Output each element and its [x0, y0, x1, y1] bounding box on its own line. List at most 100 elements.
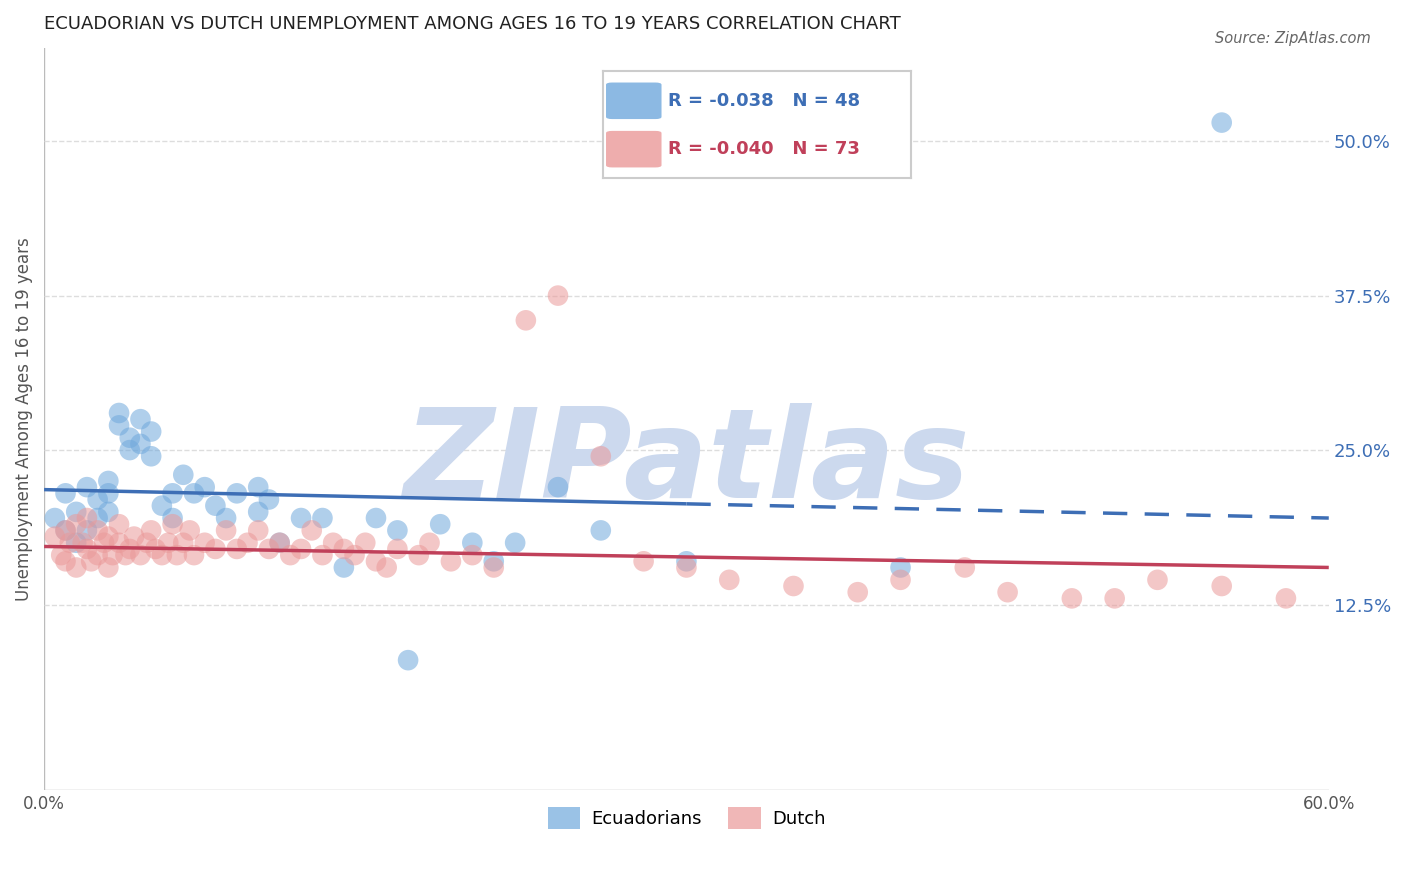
Point [204, 499, 226, 513]
Point [846, 585, 869, 599]
Point [311, 511, 333, 525]
Text: Source: ZipAtlas.com: Source: ZipAtlas.com [1215, 31, 1371, 46]
Point [1146, 573, 1168, 587]
Point [76, 480, 98, 494]
Point [172, 467, 194, 482]
Point [108, 535, 131, 549]
Point [343, 548, 366, 562]
Point [333, 541, 356, 556]
Point [589, 449, 612, 463]
Point [890, 573, 912, 587]
Text: ZIPatlas: ZIPatlas [404, 403, 970, 524]
Point [86, 492, 108, 507]
Point [461, 535, 484, 549]
Point [183, 486, 205, 500]
Point [141, 425, 163, 439]
Point [322, 535, 344, 549]
Point [108, 406, 131, 420]
Point [86, 524, 108, 538]
Point [675, 554, 697, 568]
Point [135, 535, 157, 549]
Point [108, 517, 131, 532]
Point [55, 554, 77, 568]
Point [141, 524, 163, 538]
Point [129, 548, 152, 562]
Point [461, 548, 484, 562]
Point [547, 288, 569, 302]
Point [718, 573, 741, 587]
Point [97, 560, 120, 574]
Point [515, 313, 537, 327]
Point [183, 548, 205, 562]
Point [1211, 115, 1233, 129]
Point [215, 511, 238, 525]
Point [122, 530, 145, 544]
Point [301, 524, 323, 538]
Point [247, 480, 270, 494]
Point [72, 535, 94, 549]
Text: ECUADORIAN VS DUTCH UNEMPLOYMENT AMONG AGES 16 TO 19 YEARS CORRELATION CHART: ECUADORIAN VS DUTCH UNEMPLOYMENT AMONG A… [44, 15, 901, 33]
Legend: Ecuadorians, Dutch: Ecuadorians, Dutch [540, 800, 832, 837]
Point [364, 554, 387, 568]
Point [1211, 579, 1233, 593]
Point [247, 505, 270, 519]
Point [59, 535, 82, 549]
Point [364, 511, 387, 525]
Point [129, 437, 152, 451]
Point [290, 511, 312, 525]
Point [51, 548, 73, 562]
Point [375, 560, 398, 574]
Point [86, 548, 108, 562]
Point [333, 560, 356, 574]
Point [408, 548, 430, 562]
Point [225, 486, 247, 500]
Point [118, 443, 141, 458]
Point [257, 541, 280, 556]
Point [997, 585, 1019, 599]
Point [194, 535, 217, 549]
Point [65, 505, 87, 519]
Point [150, 548, 173, 562]
Point [1275, 591, 1298, 606]
Point [418, 535, 440, 549]
Point [354, 535, 377, 549]
Point [482, 560, 505, 574]
Point [162, 511, 184, 525]
Point [65, 517, 87, 532]
Point [194, 480, 217, 494]
Point [162, 486, 184, 500]
Point [429, 517, 451, 532]
Point [311, 548, 333, 562]
Point [204, 541, 226, 556]
Point [114, 548, 136, 562]
Point [387, 524, 409, 538]
Point [675, 560, 697, 574]
Point [547, 480, 569, 494]
Point [257, 492, 280, 507]
Point [97, 486, 120, 500]
Point [141, 449, 163, 463]
Point [215, 524, 238, 538]
Point [396, 653, 419, 667]
Point [55, 486, 77, 500]
Point [118, 541, 141, 556]
Point [118, 431, 141, 445]
Point [503, 535, 526, 549]
Point [76, 524, 98, 538]
Point [145, 541, 167, 556]
Point [150, 499, 173, 513]
Point [387, 541, 409, 556]
Point [76, 541, 98, 556]
Point [890, 560, 912, 574]
Point [953, 560, 976, 574]
Point [179, 524, 201, 538]
Point [162, 517, 184, 532]
Point [782, 579, 804, 593]
Point [236, 535, 259, 549]
Point [172, 535, 194, 549]
Point [269, 535, 291, 549]
Point [55, 524, 77, 538]
Point [1060, 591, 1083, 606]
Point [1104, 591, 1126, 606]
Point [108, 418, 131, 433]
